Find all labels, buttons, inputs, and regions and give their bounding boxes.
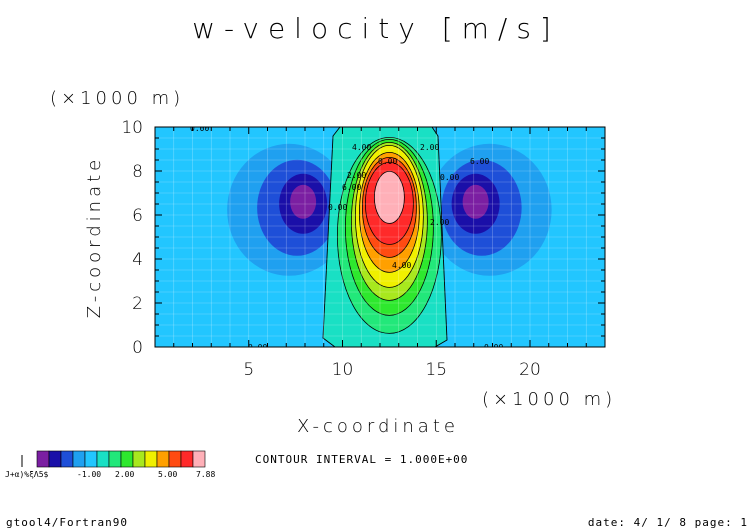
colorbar-label: 7.88 xyxy=(196,470,215,479)
contour-label: 0.00 xyxy=(248,343,267,352)
y-tick-label: 6 xyxy=(132,206,143,226)
colorbar-swatch xyxy=(72,450,86,468)
colorbar-swatch xyxy=(192,450,206,468)
x-tick-label: 10 xyxy=(332,360,354,380)
zero-contour-line xyxy=(322,127,448,347)
colorbar-swatch xyxy=(144,450,158,468)
y-unit-label: (×1000 m) xyxy=(50,88,184,109)
contour-label: 2.00 xyxy=(347,171,366,180)
contour-label: 0.00 xyxy=(190,124,209,133)
y-tick-label: 8 xyxy=(132,162,143,182)
contour-label: 6.00 xyxy=(342,183,361,192)
colorbar-swatch xyxy=(156,450,170,468)
x-unit-label: (×1000 m) xyxy=(482,389,616,410)
y-tick-label: 4 xyxy=(132,250,143,270)
y-tick-label: 2 xyxy=(132,294,143,314)
colorbar-swatch xyxy=(36,450,50,468)
contour-label: 0.00 xyxy=(378,157,397,166)
contour-label: 0.00 xyxy=(440,173,459,182)
updraft-contour xyxy=(373,170,405,224)
downdraft-core xyxy=(462,184,489,219)
colorbar-swatch xyxy=(108,450,122,468)
contour-label: 4.00 xyxy=(392,261,411,270)
downdraft-core xyxy=(290,184,317,219)
y-tick-label: 10 xyxy=(121,118,143,138)
contour-interval-note: CONTOUR INTERVAL = 1.000E+00 xyxy=(255,453,468,466)
contour-label: 6.00 xyxy=(470,157,489,166)
contour-label: 4.00 xyxy=(352,143,371,152)
colorbar-swatch xyxy=(48,450,62,468)
y-tick-label: 0 xyxy=(132,338,143,358)
colorbar-swatch xyxy=(132,450,146,468)
colorbar-swatch xyxy=(180,450,194,468)
colorbar-swatch xyxy=(84,450,98,468)
colorbar-label: 2.00 xyxy=(115,470,134,479)
colorbar-label: -1.00 xyxy=(77,470,101,479)
y-axis-label: Z-coordinate xyxy=(84,156,105,319)
colorbar-swatch xyxy=(120,450,134,468)
colorbar: J+α)%ξΛ5$ -1.00 2.00 5.00 7.88 xyxy=(5,450,215,479)
chart-title: w-velocity [m/s] xyxy=(192,12,560,45)
colorbar-swatch xyxy=(60,450,74,468)
contour-label: 2.00 xyxy=(430,218,449,227)
colorbar-tag: J+α)%ξΛ5$ xyxy=(5,470,49,479)
x-tick-label: 20 xyxy=(519,360,541,380)
contour-label: 2.00 xyxy=(420,143,439,152)
colorbar-swatch xyxy=(96,450,110,468)
footer-left: gtool4/Fortran90 xyxy=(6,516,128,529)
x-axis-label: X-coordinate xyxy=(297,416,459,437)
contour-label: 0.00 xyxy=(484,343,503,352)
x-tick-label: 5 xyxy=(243,360,254,380)
x-tick-label: 15 xyxy=(425,360,447,380)
plot-area: 0.00 0.00 0.00 0.00 0.00 0.00 6.00 6.00 2.00 4.00… xyxy=(121,118,606,380)
colorbar-swatch xyxy=(168,450,182,468)
contour-label: 0.00 xyxy=(328,203,347,212)
colorbar-label: 5.00 xyxy=(158,470,177,479)
footer-right: date: 4/ 1/ 8 page: 1 xyxy=(588,516,748,529)
